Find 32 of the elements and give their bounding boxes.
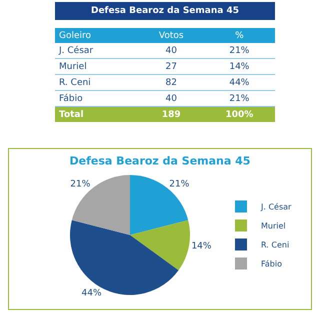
legend-label: R. Ceni [261, 240, 290, 250]
chart-title: Defesa Bearoz da Semana 45 [70, 154, 250, 168]
text: 21% [229, 94, 250, 104]
pie-slice [130, 220, 190, 270]
category-label: R. Ceni [59, 78, 91, 88]
legend-label: J. César [260, 202, 292, 212]
category-label: Fábio [59, 94, 83, 104]
text: Goleiro [55, 28, 139, 43]
pie-slice [70, 220, 179, 295]
text: Total [55, 106, 139, 122]
data-label: 44% [82, 288, 102, 298]
data-label: 21% [169, 179, 190, 190]
text: 100% [204, 106, 275, 122]
legend-label: Muriel [261, 222, 286, 231]
text: 40 [138, 43, 204, 58]
text: 21% [229, 46, 250, 56]
text: % [204, 28, 275, 43]
pie-slice [72, 175, 130, 235]
data-label: 21% [70, 179, 91, 190]
text: 27 [138, 58, 204, 74]
text: 14% [229, 62, 250, 72]
text: Votos [138, 28, 204, 43]
text: 82 [138, 74, 204, 90]
category-label: Muriel [59, 62, 87, 72]
text: 40 [138, 90, 204, 106]
text: 189 [138, 106, 204, 122]
legend-label: Fábio [261, 260, 282, 269]
pie-slice [130, 175, 188, 235]
text: 44% [229, 78, 250, 88]
category-label: J. César [59, 46, 94, 56]
chart-title: Defesa Bearoz da Semana 45 [90, 6, 239, 16]
data-label: 14% [191, 241, 212, 252]
